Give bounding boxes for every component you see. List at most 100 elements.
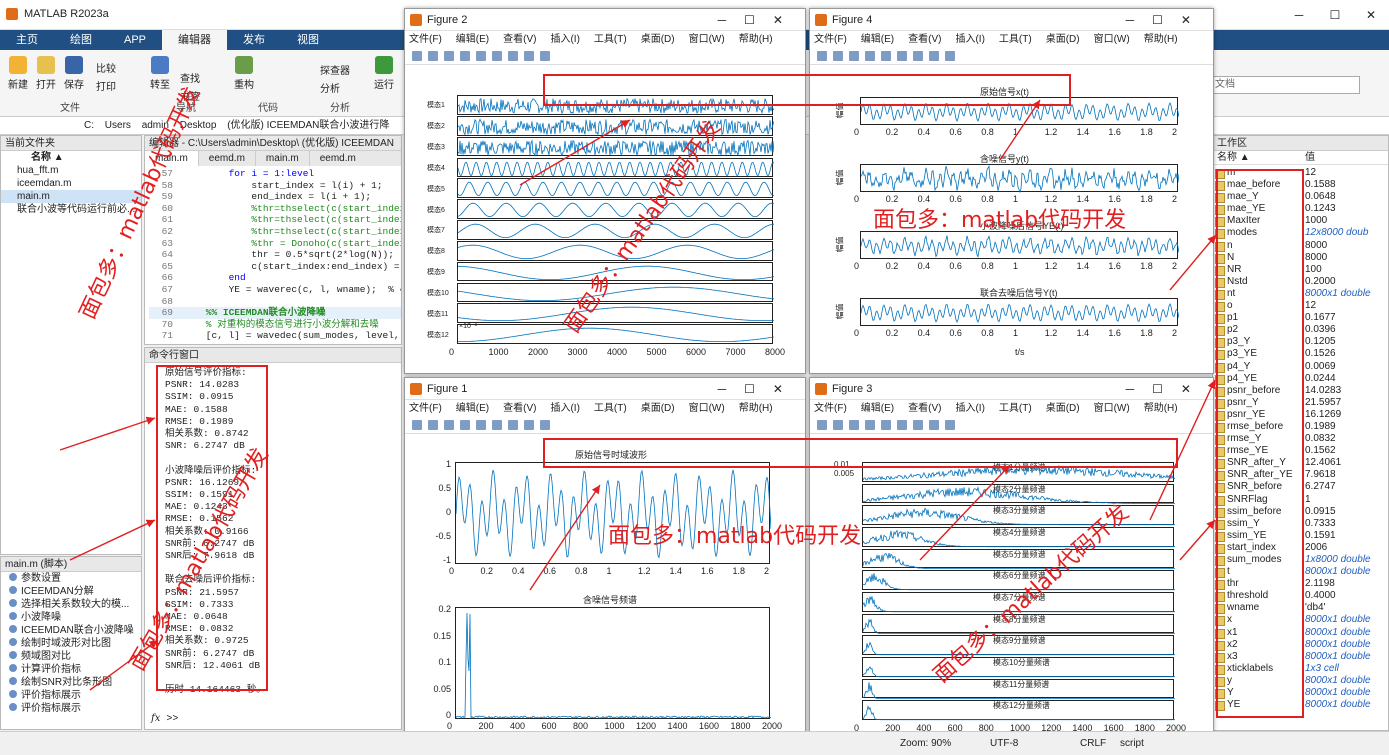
- print-icon[interactable]: [460, 51, 470, 61]
- link-icon[interactable]: [476, 420, 486, 430]
- save-icon[interactable]: [849, 51, 859, 61]
- figure-menu-item[interactable]: 文件(F): [409, 34, 442, 45]
- figure-menu-item[interactable]: 文件(F): [814, 403, 847, 414]
- tab-editor[interactable]: 编辑器: [162, 30, 228, 50]
- bookmark-button[interactable]: 书签: [180, 92, 200, 103]
- property-icon[interactable]: [540, 420, 550, 430]
- figure-menu-item[interactable]: 桌面(D): [640, 403, 675, 414]
- window-controls[interactable]: ─☐✕: [717, 382, 801, 396]
- section-item[interactable]: 参数设置: [1, 572, 141, 585]
- property-icon[interactable]: [945, 420, 955, 430]
- file-item[interactable]: main.m: [1, 190, 141, 203]
- figure-menu-item[interactable]: 文件(F): [409, 403, 442, 414]
- figure-menu-item[interactable]: 窗口(W): [1093, 403, 1130, 414]
- figure-menu-item[interactable]: 工具(T): [998, 403, 1032, 414]
- legend-icon[interactable]: [913, 51, 923, 61]
- variable-row[interactable]: rmse_Y 0.0832: [1213, 433, 1388, 446]
- pointer-icon[interactable]: [929, 51, 939, 61]
- print-icon[interactable]: [460, 420, 470, 430]
- figure-menu-item[interactable]: 窗口(W): [1093, 34, 1130, 45]
- variable-row[interactable]: p4_YE 0.0244: [1213, 373, 1388, 385]
- variable-row[interactable]: p4_Y 0.0069: [1213, 361, 1388, 373]
- editor-tab[interactable]: eemd.m: [199, 151, 256, 166]
- run-section-button[interactable]: 运行: [372, 56, 396, 91]
- editor-tab[interactable]: main.m: [145, 151, 199, 166]
- tab-publish[interactable]: 发布: [243, 34, 266, 46]
- legend-icon[interactable]: [508, 51, 518, 61]
- link-icon[interactable]: [881, 420, 891, 430]
- figure-menu-item[interactable]: 帮助(H): [1143, 34, 1178, 45]
- variable-row[interactable]: Y 8000x1 double: [1213, 687, 1388, 700]
- section-item[interactable]: 评价指标展示: [1, 702, 141, 715]
- variable-row[interactable]: psnr_before 14.0283: [1213, 385, 1388, 397]
- path-segment[interactable]: C:: [84, 120, 94, 131]
- variable-row[interactable]: x3 8000x1 double: [1213, 651, 1388, 663]
- link-icon[interactable]: [476, 51, 486, 61]
- window-controls[interactable]: ─☐✕: [717, 13, 801, 27]
- tab-apps[interactable]: APP: [124, 34, 147, 46]
- column-header-name[interactable]: 名称 ▲: [1217, 152, 1250, 163]
- pointer-icon[interactable]: [929, 420, 939, 430]
- figure-menu-item[interactable]: 编辑(E): [455, 34, 490, 45]
- print-icon[interactable]: [865, 51, 875, 61]
- profiler-button[interactable]: 探查器: [320, 66, 350, 77]
- figure-menu-item[interactable]: 窗口(W): [688, 403, 725, 414]
- variable-row[interactable]: xticklabels 1x3 cell: [1213, 663, 1388, 675]
- variable-row[interactable]: N 8000: [1213, 252, 1388, 264]
- file-item[interactable]: 联合小波等代码运行前必...: [17, 204, 136, 215]
- figure-menu-item[interactable]: 帮助(H): [738, 403, 773, 414]
- variable-row[interactable]: ssim_YE 0.1591: [1213, 530, 1388, 542]
- figure-menu-item[interactable]: 查看(V): [908, 34, 942, 45]
- editor-tab[interactable]: main.m: [256, 151, 310, 166]
- section-item[interactable]: 频域图对比: [1, 650, 141, 663]
- path-segment[interactable]: Users: [104, 120, 131, 131]
- variable-row[interactable]: rmse_YE 0.1562: [1213, 445, 1388, 458]
- tab-home[interactable]: 主页: [16, 34, 38, 46]
- variable-row[interactable]: MaxIter 1000: [1213, 215, 1388, 228]
- figure-menu-item[interactable]: 编辑(E): [455, 403, 490, 414]
- section-item[interactable]: 绘制时域波形对比图: [1, 637, 141, 650]
- variable-row[interactable]: NR 100: [1213, 264, 1388, 276]
- section-item[interactable]: 计算评价指标: [1, 663, 141, 676]
- save-icon[interactable]: [849, 420, 859, 430]
- file-item[interactable]: iceemdan.m: [17, 178, 72, 189]
- figure-menu-item[interactable]: 插入(I): [550, 34, 580, 45]
- path-segment[interactable]: (优化版) ICEEMDAN联合小波进行降: [227, 120, 390, 131]
- tab-plots[interactable]: 绘图: [70, 34, 92, 46]
- figure-menu-item[interactable]: 插入(I): [955, 34, 985, 45]
- open-icon[interactable]: [833, 420, 843, 430]
- variable-row[interactable]: rmse_before 0.1989: [1213, 421, 1388, 434]
- variable-row[interactable]: x2 8000x1 double: [1213, 639, 1388, 651]
- file-item[interactable]: hua_fft.m: [17, 165, 59, 176]
- analyze-button[interactable]: 分析: [320, 84, 340, 95]
- variable-row[interactable]: wname'db4': [1213, 602, 1388, 615]
- compare-button[interactable]: 比较: [96, 64, 116, 75]
- variable-row[interactable]: p3_YE 0.1526: [1213, 348, 1388, 361]
- tab-view[interactable]: 视图: [297, 34, 320, 46]
- variable-row[interactable]: p1 0.1677: [1213, 312, 1388, 325]
- section-item[interactable]: 小波降噪: [1, 611, 141, 624]
- path-segment[interactable]: Desktop: [179, 120, 217, 131]
- section-item[interactable]: 绘制SNR对比条形图: [1, 676, 141, 689]
- variable-row[interactable]: psnr_Y 21.5957: [1213, 397, 1388, 409]
- variable-row[interactable]: threshold 0.4000: [1213, 590, 1388, 603]
- variable-row[interactable]: p2 0.0396: [1213, 324, 1388, 337]
- figure-menu-item[interactable]: 工具(T): [593, 34, 627, 45]
- pointer-icon[interactable]: [524, 51, 534, 61]
- figure-menu-item[interactable]: 编辑(E): [860, 34, 895, 45]
- new-figure-icon[interactable]: [412, 420, 422, 430]
- figure-menu-item[interactable]: 桌面(D): [1045, 34, 1080, 45]
- property-icon[interactable]: [540, 51, 550, 61]
- variable-row[interactable]: sum_modes 1x8000 double: [1213, 554, 1388, 567]
- print-icon[interactable]: [865, 420, 875, 430]
- variable-row[interactable]: SNRFlag 1: [1213, 494, 1388, 506]
- minimize-button[interactable]: ─: [1294, 8, 1304, 22]
- new-figure-icon[interactable]: [412, 51, 422, 61]
- variable-row[interactable]: SNR_after_YE 7.9618: [1213, 469, 1388, 482]
- open-icon[interactable]: [833, 51, 843, 61]
- variable-row[interactable]: thr 2.1198: [1213, 578, 1388, 591]
- section-item[interactable]: 选择相关系数较大的模...: [1, 598, 141, 611]
- close-button[interactable]: ✕: [1365, 8, 1377, 22]
- print-button[interactable]: 打印: [96, 82, 116, 93]
- save-icon[interactable]: [444, 51, 454, 61]
